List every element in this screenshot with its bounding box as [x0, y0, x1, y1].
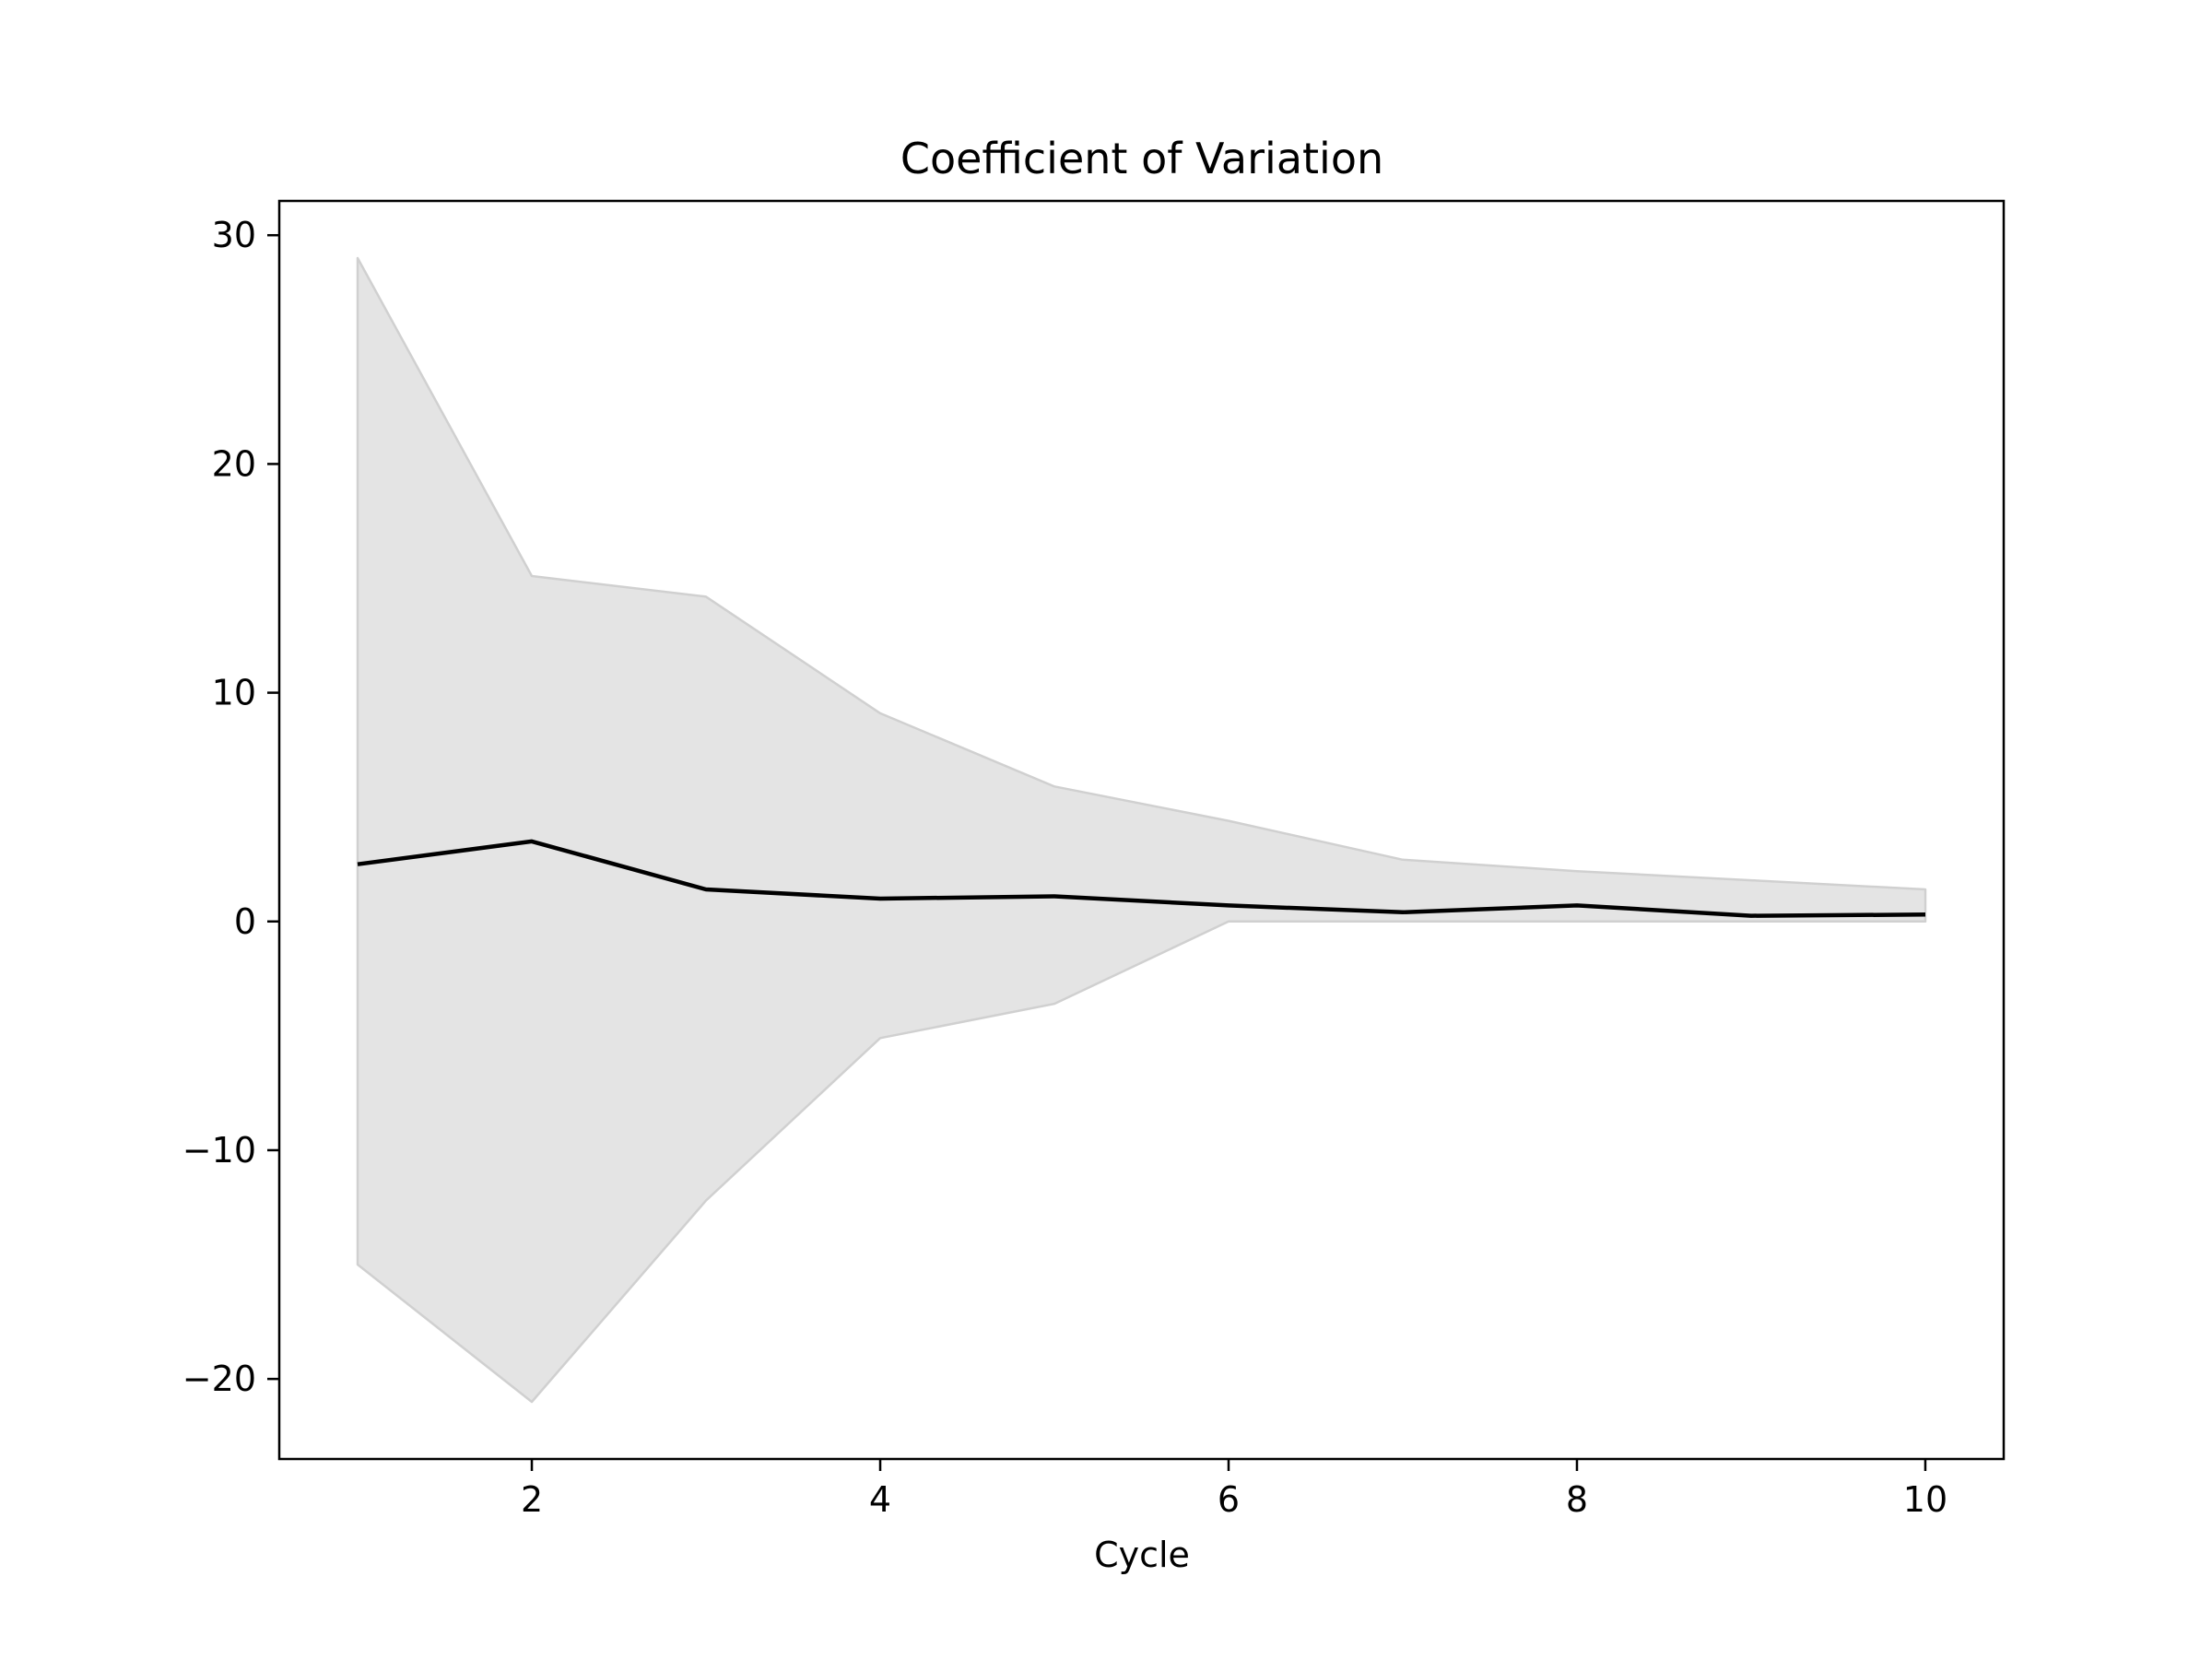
- chart-title: Coefficient of Variation: [900, 134, 1383, 183]
- confidence-band: [356, 256, 1927, 1404]
- x-tick-label: 6: [1218, 1479, 1240, 1520]
- confidence-band-layer: [356, 256, 1927, 1404]
- y-tick-label: 0: [234, 901, 256, 942]
- y-tick-label: 30: [212, 215, 256, 255]
- y-tick-label: 10: [212, 673, 256, 713]
- y-tick-label: −20: [182, 1359, 256, 1399]
- y-tick-label: 20: [212, 443, 256, 484]
- x-tick-label: 2: [521, 1479, 543, 1520]
- x-tick-label: 4: [869, 1479, 891, 1520]
- mean-line-layer: [357, 839, 1926, 918]
- tick-layer: 2 4 6 8 10 30 20 10 0 −10 −20: [182, 215, 1947, 1520]
- x-axis-label: Cycle: [1094, 1535, 1190, 1575]
- plot-frame: [277, 199, 2006, 1461]
- y-tick-label: −10: [182, 1130, 256, 1171]
- series-line-mean: [357, 839, 1926, 918]
- x-tick-label: 8: [1566, 1479, 1588, 1520]
- x-tick-label: 10: [1903, 1479, 1947, 1520]
